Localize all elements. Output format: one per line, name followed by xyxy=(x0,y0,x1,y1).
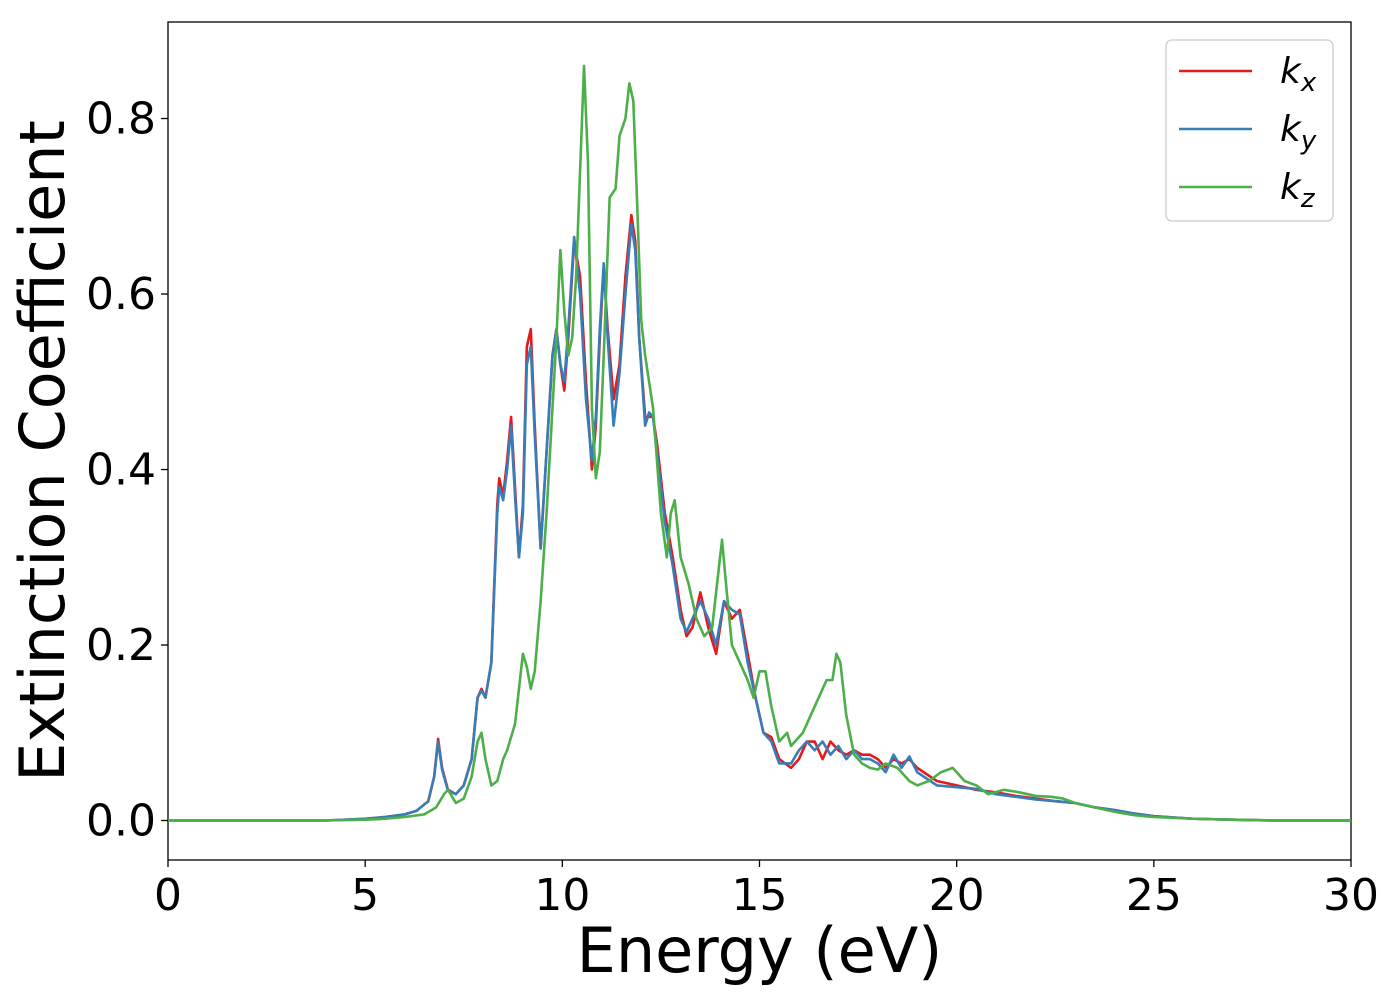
x-tick-label: 30 xyxy=(1323,870,1379,921)
x-tick-label: 20 xyxy=(929,870,985,921)
y-tick-label: 0.2 xyxy=(86,620,156,671)
legend-label-y: ky xyxy=(1280,109,1317,156)
y-axis-ticks: 0.0 0.2 0.4 0.6 0.8 xyxy=(86,94,168,847)
y-tick-label: 0.4 xyxy=(86,445,156,496)
legend-label-main: k xyxy=(1280,167,1303,208)
series-line-z xyxy=(168,64,1351,822)
y-tick-label: 0.8 xyxy=(86,94,156,145)
legend-label-subscript: y xyxy=(1300,126,1317,156)
x-axis-ticks: 0 5 10 15 20 25 30 xyxy=(154,860,1379,921)
series-layer xyxy=(168,64,1351,822)
legend-box xyxy=(1165,39,1334,222)
x-tick-label: 25 xyxy=(1126,870,1182,921)
legend-label-x: kx xyxy=(1280,51,1317,98)
y-axis-title: Extinction Coefficient xyxy=(6,120,79,782)
legend-label-main: k xyxy=(1280,51,1303,92)
legend-label-z: kz xyxy=(1280,167,1316,214)
x-tick-label: 0 xyxy=(154,870,182,921)
x-tick-label: 15 xyxy=(732,870,788,921)
x-axis-title: Energy (eV) xyxy=(577,914,943,987)
x-tick-label: 10 xyxy=(534,870,590,921)
legend-label-main: k xyxy=(1280,109,1303,150)
y-tick-label: 0.0 xyxy=(86,796,156,847)
legend-label-subscript: z xyxy=(1300,184,1316,214)
x-tick-label: 5 xyxy=(351,870,379,921)
series-line-y xyxy=(168,222,1351,822)
y-tick-label: 0.6 xyxy=(86,269,156,320)
legend-label-subscript: x xyxy=(1300,68,1317,98)
